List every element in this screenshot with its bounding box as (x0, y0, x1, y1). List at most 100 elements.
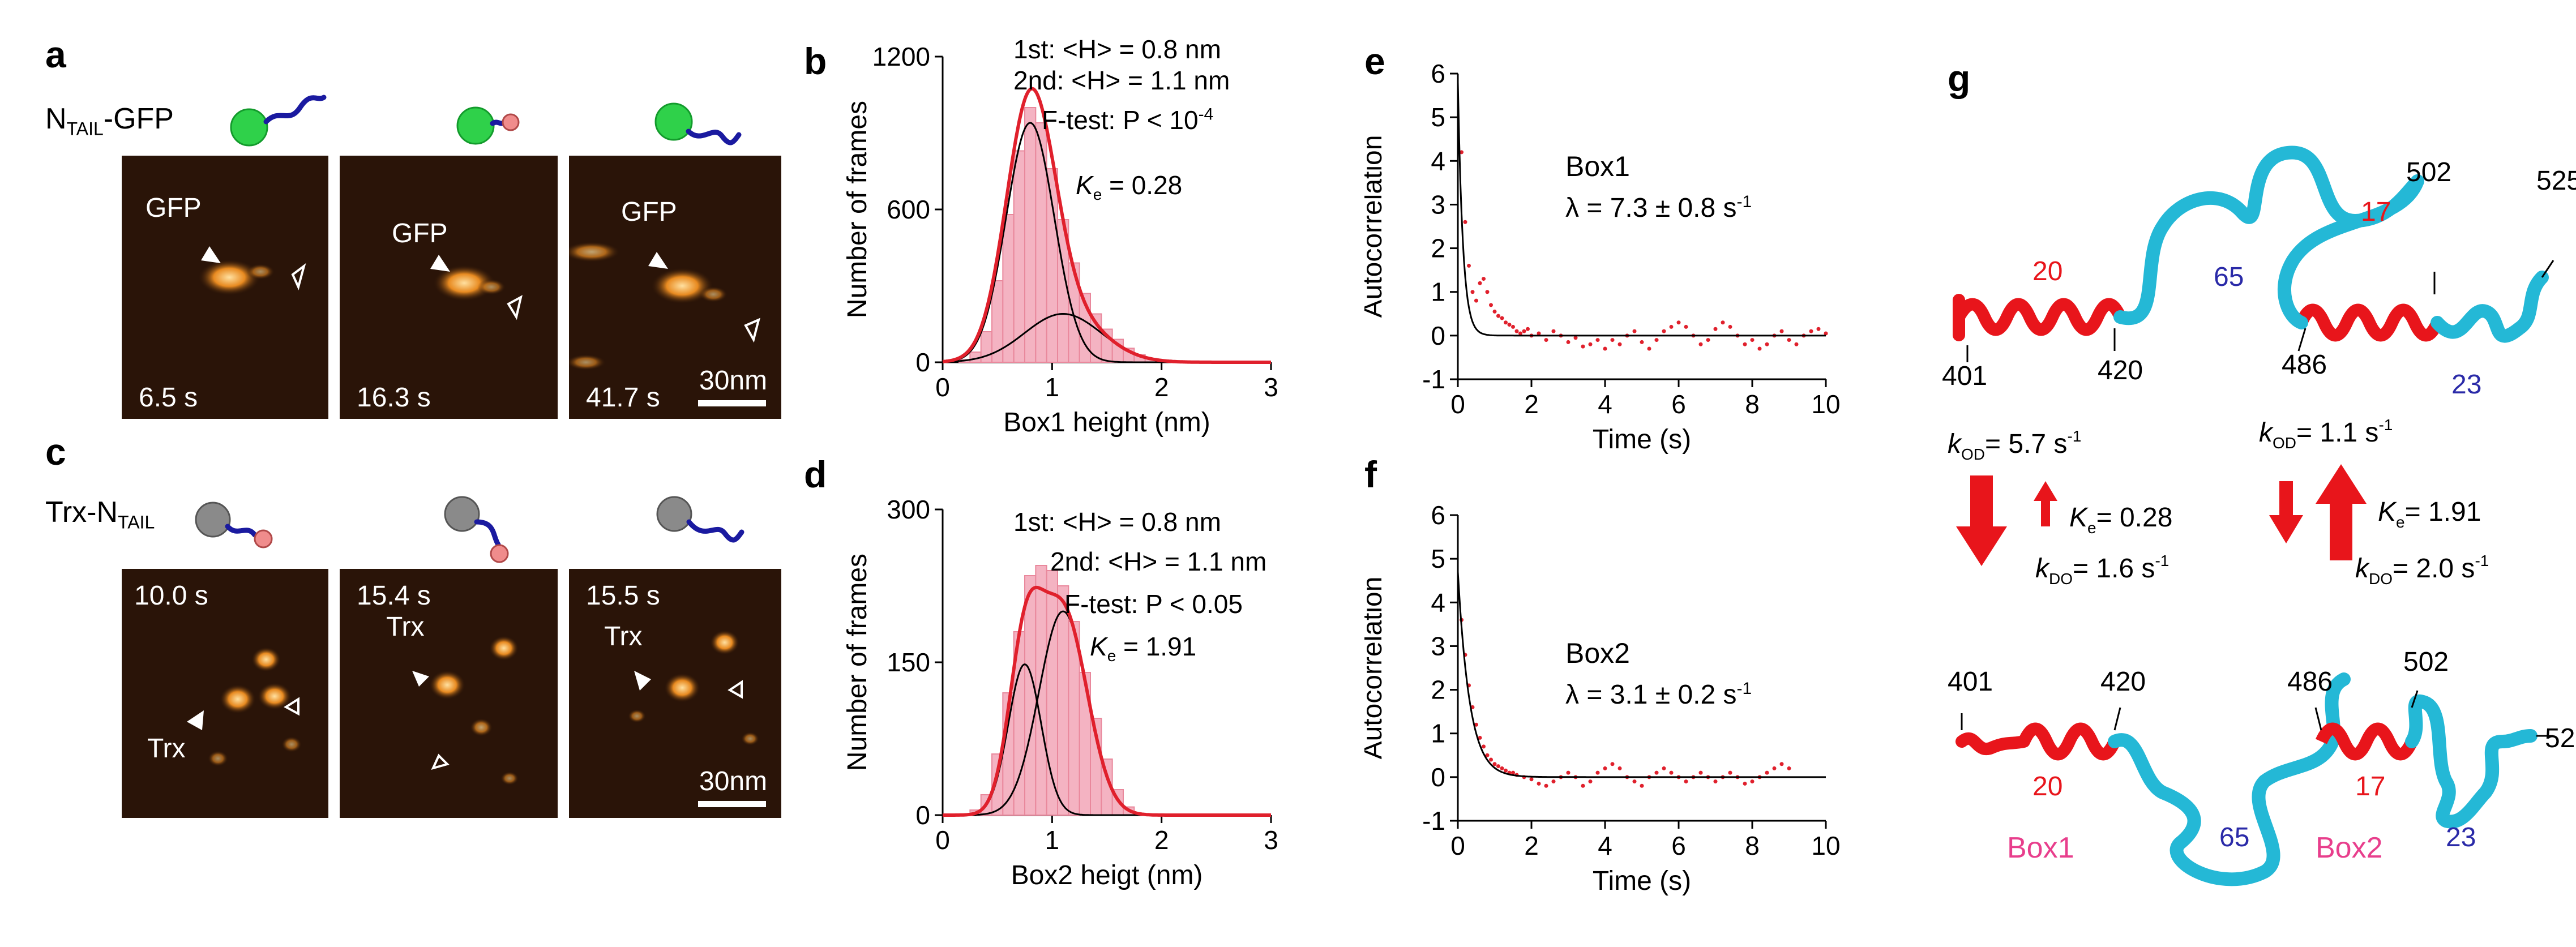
data-point (1537, 781, 1541, 786)
panel-label-d: d (804, 453, 827, 495)
ftest-exp: -4 (1198, 105, 1214, 124)
data-point (1511, 324, 1515, 329)
data-point (1610, 338, 1615, 342)
y-tick-label: 3 (1431, 631, 1445, 661)
data-point (1526, 327, 1530, 331)
bottom-box1-helix-length: 20 (2032, 772, 2062, 802)
data-point (1474, 722, 1478, 727)
x-tick-label: 1 (1045, 825, 1060, 855)
time-stamp: 15.5 s (586, 581, 660, 611)
data-point (1581, 783, 1585, 788)
data-point (1496, 314, 1500, 318)
data-point (1588, 779, 1593, 784)
histogram-bar (1024, 107, 1037, 363)
arrow-up-large-icon (2316, 464, 2367, 560)
gfp-ntail-extended-icon (230, 95, 327, 147)
fit-curve-sum (943, 585, 1271, 817)
ke-value: = 1.91 (1123, 632, 1197, 661)
x-tick-label: 4 (1598, 831, 1612, 860)
top-conformation: 401 420 486 502 525 20 65 17 23 (1942, 145, 2576, 400)
construct-prefix: Trx-N (45, 496, 118, 529)
data-point (1669, 770, 1674, 775)
y-tick-label: 0 (915, 800, 930, 830)
x-tick-label: 2 (1154, 825, 1169, 855)
time-stamp: 15.4 s (357, 581, 431, 611)
x-tick-label: 4 (1598, 389, 1612, 419)
afm-frame-c3: Trx 15.5 s 30nm (569, 569, 781, 818)
x-tick-label: 10 (1811, 389, 1840, 419)
panel-label-f: f (1364, 453, 1377, 495)
kod-left: kOD= 5.7 s-1 (1948, 427, 2081, 463)
panel-label-a: a (45, 33, 66, 75)
annotation-e-box: Box1 (1565, 151, 1630, 182)
arrow-down-large-icon (1956, 475, 2007, 566)
scalebar-label: 30nm (699, 766, 768, 796)
data-point (1603, 766, 1607, 770)
data-point (1537, 331, 1541, 336)
time-stamp: 6.5 s (139, 383, 198, 413)
data-point (1470, 290, 1475, 294)
histogram-b: 0 1 2 3 0 600 1200 Box1 height (nm) Number of fr… (842, 42, 1278, 438)
data-point (1632, 329, 1637, 333)
x-axis-label: Time (s) (1593, 866, 1691, 896)
x-tick-label: 2 (1524, 831, 1539, 860)
histogram-bar (1024, 575, 1037, 816)
bottom-linker-length: 65 (2219, 822, 2249, 852)
histogram-bar (1035, 122, 1047, 363)
kinetics-left: kOD= 5.7 s-1 Ke= 0.28 kDO= 1.6 s-1 (1948, 427, 2172, 588)
data-point (1713, 779, 1718, 784)
data-point (1482, 744, 1486, 749)
data-point (1595, 770, 1600, 775)
annotation-e-lambda: λ = 7.3 ± 0.8 s-1 (1565, 192, 1752, 224)
y-tick-label: 0 (915, 348, 930, 377)
x-axis-label: Time (s) (1593, 425, 1691, 455)
data-point (1816, 327, 1821, 331)
y-axis-label: Number of frames (842, 101, 872, 318)
time-stamp: 10.0 s (134, 581, 208, 611)
panel-label-e: e (1364, 40, 1385, 82)
protein-label: Trx (386, 612, 425, 642)
histogram-bar (1013, 150, 1025, 363)
panel-label-c: c (45, 431, 66, 473)
data-point (1496, 764, 1500, 769)
y-tick-label: 4 (1431, 588, 1445, 617)
data-point (1573, 336, 1578, 340)
data-point (1750, 779, 1755, 784)
trx-ntail-compact-icon (195, 502, 273, 549)
y-tick-label: 3 (1431, 190, 1445, 219)
construct-sub: TAIL (118, 512, 155, 533)
afm-frame-c2: Trx 15.4 s (340, 569, 558, 818)
y-axis-label: Number of frames (842, 554, 872, 771)
data-point (1809, 329, 1813, 333)
data-point (1676, 320, 1681, 325)
annotation-b-ftest: F-test: P < 10-4 (1042, 105, 1213, 135)
data-point (1492, 762, 1497, 766)
top-tail-length: 23 (2451, 370, 2481, 400)
y-tick-label: 6 (1431, 500, 1445, 530)
x-axis-label: Box2 heigt (nm) (1011, 860, 1203, 890)
y-tick-label: 0 (1431, 762, 1445, 792)
data-point (1489, 303, 1493, 307)
top-residue-525: 525 (2536, 166, 2576, 196)
data-point (1518, 331, 1522, 336)
annotation-b-first: 1st: <H> = 0.8 nm (1013, 35, 1221, 64)
lambda-exp: -1 (1736, 192, 1752, 211)
data-point (1511, 770, 1515, 775)
afm-frame-c1: 10.0 s Trx (122, 569, 328, 818)
y-tick-label: 4 (1431, 146, 1445, 175)
annotation-d-first: 1st: <H> = 0.8 nm (1013, 507, 1221, 537)
x-tick-label: 6 (1671, 389, 1686, 419)
ke-value: = 0.28 (1109, 170, 1183, 200)
top-residue-420: 420 (2098, 355, 2143, 385)
bottom-residue-486: 486 (2287, 667, 2333, 697)
data-point (1588, 342, 1593, 346)
protein-label: GFP (146, 193, 202, 223)
data-point (1787, 338, 1791, 342)
annotation-f-box: Box2 (1565, 637, 1630, 669)
y-axis-label: Autocorrelation (1364, 577, 1388, 760)
data-point (1779, 329, 1784, 333)
annotation-b-second: 2nd: <H> = 1.1 nm (1013, 66, 1230, 95)
top-residue-401: 401 (1942, 361, 1987, 391)
x-tick-label: 3 (1264, 372, 1278, 402)
data-point (1794, 342, 1799, 346)
